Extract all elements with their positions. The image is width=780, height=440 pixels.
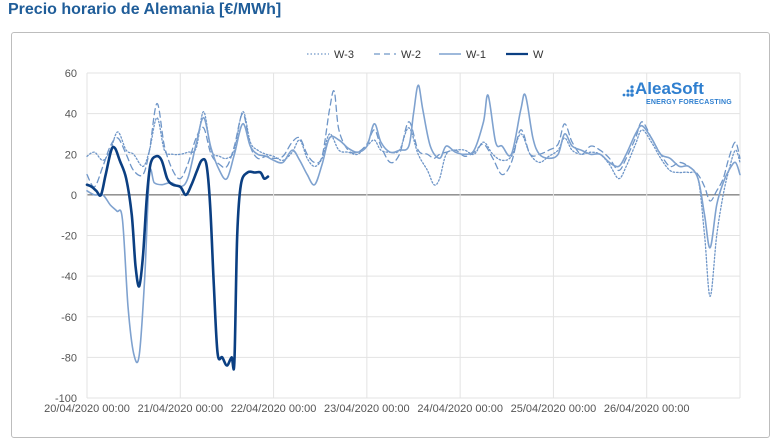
- series-line-w-2: [86, 90, 741, 202]
- logo-dots-icon: [622, 85, 634, 97]
- logo-dot: [630, 89, 634, 93]
- y-tick-label: 0: [71, 190, 77, 202]
- legend-label-w-3: W-3: [334, 49, 354, 61]
- logo-tagline: ENERGY FORECASTING: [646, 99, 732, 106]
- axis-layer: -100 -80 -60 -40 -20 0 20 40 60 20/04/2020 00:00 2…: [44, 68, 689, 415]
- chart-frame: -100 -80 -60 -40 -20 0 20 40 60 20/04/2020 00:00 2…: [11, 32, 770, 438]
- y-tick-label: 40: [65, 109, 77, 121]
- legend-label-w: W: [533, 49, 544, 61]
- x-tick-label: 22/04/2020 00:00: [231, 403, 317, 415]
- series-line-w-3: [86, 110, 741, 298]
- x-tick-label: 24/04/2020 00:00: [417, 403, 503, 415]
- y-tick-label: 20: [65, 149, 77, 161]
- legend-label-w-2: W-2: [401, 49, 421, 61]
- x-tick-label: 23/04/2020 00:00: [324, 403, 410, 415]
- y-tick-label: -60: [61, 312, 77, 324]
- y-tick-label: -80: [61, 352, 77, 364]
- price-chart: -100 -80 -60 -40 -20 0 20 40 60 20/04/2020 00:00 2…: [44, 49, 741, 415]
- y-tick-label: -100: [55, 393, 77, 405]
- series-line-w-1: [86, 84, 741, 364]
- logo-dot: [630, 85, 634, 89]
- x-tick-label: 25/04/2020 00:00: [511, 403, 597, 415]
- logo-dot: [630, 93, 634, 97]
- legend: W-3 W-2 W-1 W: [307, 49, 544, 61]
- series-layer: [85, 84, 741, 371]
- aleasoft-logo: AleaSoft ENERGY FORECASTING: [622, 79, 732, 106]
- x-tick-label: 26/04/2020 00:00: [604, 403, 690, 415]
- y-tick-label: -20: [61, 231, 77, 243]
- logo-dot: [622, 93, 626, 97]
- x-tick-label: 20/04/2020 00:00: [44, 403, 130, 415]
- grid-layer: [86, 72, 741, 399]
- legend-label-w-1: W-1: [466, 49, 486, 61]
- logo-dot: [626, 93, 630, 97]
- series-line-w: [85, 145, 270, 371]
- logo-brand: AleaSoft: [635, 79, 704, 98]
- x-tick-label: 21/04/2020 00:00: [137, 403, 223, 415]
- page-title: Precio horario de Alemania [€/MWh]: [8, 1, 282, 18]
- y-tick-label: 60: [65, 68, 77, 80]
- y-tick-label: -40: [61, 271, 77, 283]
- logo-dot: [626, 89, 630, 93]
